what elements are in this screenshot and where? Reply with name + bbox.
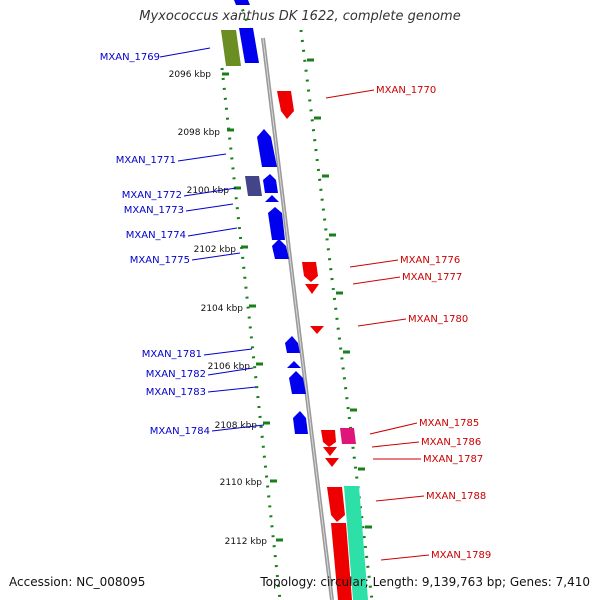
right-label-connectors — [325, 89, 430, 561]
accession-label: Accession: NC_008095 — [9, 575, 146, 589]
gene-label[interactable]: MXAN_1774 — [126, 230, 186, 241]
gene-arrow-mxan-1789 — [331, 523, 352, 600]
genome-axis-highlight — [262, 37, 333, 600]
forward-genes — [221, 0, 308, 434]
gene-label[interactable]: MXAN_1782 — [146, 369, 206, 380]
gene-arrow-mxan-1769 — [239, 28, 259, 63]
gene-arrow-mxan-1787 — [325, 458, 339, 467]
gene-arrow-mxan-1771 — [257, 129, 277, 167]
right-gene-labels: MXAN_1770 MXAN_1776 MXAN_1777 MXAN_1780 … — [376, 85, 491, 561]
connector-line — [203, 348, 253, 356]
gene-label[interactable]: MXAN_1781 — [142, 349, 202, 360]
gene-arrow-mxan-1773b — [265, 195, 279, 202]
gene-label[interactable]: MXAN_1783 — [146, 387, 206, 398]
connector-line — [380, 554, 430, 561]
connector-line — [159, 47, 211, 58]
kbp-tick-label: 2100 kbp — [187, 186, 230, 196]
topology-label: Topology: circular; Length: 9,139,763 bp… — [260, 575, 590, 589]
connector-line — [375, 495, 425, 502]
gene-arrow-mxan-1777 — [305, 284, 319, 294]
gene-label[interactable]: MXAN_1770 — [376, 85, 436, 96]
gene-arrow-mxan-1785 — [321, 430, 336, 447]
gene-label[interactable]: MXAN_1788 — [426, 491, 486, 502]
kbp-tick-label: 2096 kbp — [169, 70, 212, 80]
connector-line — [207, 367, 254, 376]
page-title: Myxococcus xanthus DK 1622, complete gen… — [139, 9, 461, 24]
gene-arrow-mxan-1784 — [293, 411, 308, 434]
gene-arrow-mxan-1788 — [327, 487, 345, 522]
gene-arrow-mxan-1774 — [268, 207, 285, 240]
connector-line — [191, 252, 241, 261]
connector-line — [183, 187, 237, 197]
kbp-tick-label: 2110 kbp — [220, 478, 263, 488]
connector-line — [369, 422, 418, 435]
gene-label[interactable]: MXAN_1780 — [408, 314, 468, 325]
reverse-genes — [277, 91, 368, 600]
gene-label[interactable]: MXAN_1787 — [423, 454, 483, 465]
kbp-tick-label: 2104 kbp — [201, 304, 244, 314]
gene-arrow-teal — [344, 486, 368, 600]
connector-line — [371, 441, 420, 448]
gene-label[interactable]: MXAN_1776 — [400, 255, 460, 266]
gene-label[interactable]: MXAN_1777 — [402, 272, 462, 283]
gene-arrow-mxan-1782 — [287, 361, 301, 368]
gene-label[interactable]: MXAN_1789 — [431, 550, 491, 561]
connector-line — [349, 259, 399, 268]
connector-line — [357, 318, 407, 327]
gene-label[interactable]: MXAN_1772 — [122, 190, 182, 201]
gene-arrow-mxan-1770 — [277, 91, 294, 119]
connector-line — [352, 276, 401, 285]
gene-arrow-mxan-1775 — [272, 239, 289, 259]
gene-label[interactable]: MXAN_1786 — [421, 437, 481, 448]
connector-line — [211, 424, 265, 432]
kbp-tick-label: 2102 kbp — [194, 245, 237, 255]
connector-line — [187, 227, 238, 237]
gene-arrow-mxan-1785-pink — [340, 428, 356, 444]
left-label-connectors — [159, 47, 265, 432]
gene-label[interactable]: MXAN_1775 — [130, 255, 190, 266]
connector-line — [185, 203, 234, 212]
gene-arrow-mxan-1786 — [323, 447, 337, 456]
gene-arrow-mxan-1772 — [245, 176, 262, 196]
gene-label[interactable]: MXAN_1785 — [419, 418, 479, 429]
gene-arrow — [234, 0, 250, 5]
gene-arrow-mxan-1780 — [310, 326, 324, 334]
gene-arrow-mxan-1783 — [289, 371, 306, 394]
kbp-tick-label: 2106 kbp — [208, 362, 251, 372]
gene-label[interactable]: MXAN_1773 — [124, 205, 184, 216]
connector-line — [207, 386, 257, 393]
gene-label[interactable]: MXAN_1771 — [116, 155, 176, 166]
gene-arrow-mxan-1769-green — [221, 30, 241, 66]
gene-arrow-mxan-1773 — [263, 174, 278, 193]
kbp-ticks: 2096 kbp 2098 kbp 2100 kbp 2102 kbp 2104… — [169, 58, 372, 547]
connector-line — [177, 153, 227, 162]
left-gene-labels: MXAN_1769 MXAN_1771 MXAN_1772 MXAN_1773 … — [100, 52, 210, 437]
gene-arrow-mxan-1781 — [285, 336, 300, 353]
gene-arrow-mxan-1776 — [302, 262, 318, 282]
connector-line — [325, 89, 375, 99]
kbp-tick-label: 2098 kbp — [178, 128, 221, 138]
kbp-tick-label: 2112 kbp — [225, 537, 268, 547]
gene-label[interactable]: MXAN_1784 — [150, 426, 210, 437]
kbp-tick-label: 2108 kbp — [215, 421, 258, 431]
gene-label[interactable]: MXAN_1769 — [100, 52, 160, 63]
